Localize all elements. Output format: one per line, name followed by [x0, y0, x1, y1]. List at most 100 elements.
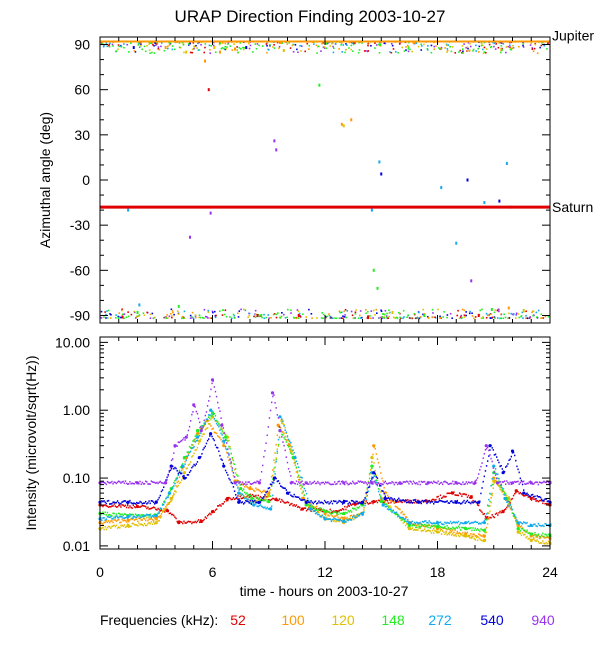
intensity-trace-dot	[355, 514, 357, 517]
intensity-trace-dot	[227, 452, 229, 454]
azimuth-point	[236, 46, 238, 48]
intensity-trace-dot	[102, 481, 104, 484]
azimuth-point	[331, 42, 334, 44]
intensity-trace-dot	[362, 502, 364, 505]
intensity-trace-dot	[128, 506, 130, 509]
azimuth-point	[154, 42, 157, 45]
azimuth-point	[166, 314, 168, 316]
intensity-trace-dot	[383, 486, 385, 489]
intensity-trace-dot	[444, 527, 446, 529]
intensity-trace-dot	[125, 482, 128, 485]
intensity-trace-dot	[274, 473, 276, 475]
azimuth-point	[350, 118, 353, 122]
azimuth-point	[247, 316, 249, 319]
intensity-trace-dot	[136, 516, 138, 519]
azimuth-point	[137, 44, 140, 46]
azimuth-point	[468, 49, 471, 51]
intensity-trace-dot	[547, 533, 550, 536]
intensity-trace-dot	[206, 514, 209, 517]
azimuth-point	[234, 47, 236, 51]
intensity-trace-dot	[257, 494, 259, 497]
azimuth-band-940	[100, 40, 549, 320]
azimuth-point	[229, 45, 232, 47]
intensity-trace-dot	[299, 482, 301, 485]
x-tick-labels: 0 6 12 18 24	[96, 564, 558, 580]
intensity-trace-dot	[275, 497, 277, 500]
intensity-trace-dot	[550, 543, 552, 546]
intensity-trace-dot	[443, 481, 445, 483]
azimuth-point	[384, 42, 387, 45]
intensity-trace-dot	[118, 518, 120, 521]
intensity-trace-dot	[105, 528, 108, 531]
intensity-trace-dot	[101, 519, 103, 522]
intensity-trace-dot	[292, 481, 294, 483]
azimuth-point	[374, 47, 376, 49]
intensity-trace-dot	[283, 432, 285, 435]
azimuth-point	[531, 311, 533, 314]
intensity-trace-dot	[386, 483, 389, 485]
intensity-trace-dot	[150, 521, 153, 523]
intensity-trace-dot	[122, 517, 124, 519]
intensity-trace-dot	[271, 401, 273, 404]
intensity-trace-dot	[508, 483, 510, 485]
intensity-trace-dot	[365, 495, 367, 498]
intensity-trace-dot	[193, 452, 195, 455]
azimuth-point	[297, 313, 300, 317]
intensity-trace-dot	[455, 521, 457, 524]
intensity-trace-dot	[515, 516, 517, 519]
intensity-trace-dot	[291, 495, 293, 497]
intensity-trace-dot	[192, 440, 194, 442]
intensity-trace-dot	[461, 533, 463, 536]
azimuth-point	[166, 317, 169, 319]
intensity-trace-dot	[453, 534, 455, 537]
intensity-trace-dot	[534, 481, 536, 484]
intensity-trace-dot	[165, 497, 167, 500]
azimuth-point	[531, 310, 534, 313]
intensity-trace-dot	[413, 501, 416, 504]
intensity-trace-dot	[358, 481, 361, 483]
azimuth-point	[243, 47, 246, 49]
intensity-trace-dot	[173, 485, 175, 487]
intensity-trace-dot	[475, 536, 478, 539]
intensity-trace-dot	[499, 484, 501, 487]
intensity-trace-dot	[484, 515, 487, 518]
intensity-trace-dot	[151, 523, 154, 525]
intensity-trace-dot	[154, 514, 156, 517]
intensity-trace-dot	[526, 535, 528, 538]
intensity-trace-dot	[440, 500, 443, 502]
intensity-trace-dot	[311, 505, 313, 508]
intensity-trace-dot	[395, 481, 398, 484]
intensity-trace-dot	[337, 519, 339, 522]
azimuth-point	[480, 42, 483, 45]
azimuth-point	[359, 317, 362, 319]
intensity-trace-dot	[321, 501, 324, 504]
azimuth-point	[227, 43, 229, 45]
intensity-trace-dot	[420, 530, 423, 532]
intensity-trace-dot	[201, 428, 203, 430]
intensity-trace-dot	[240, 494, 243, 497]
intensity-trace-dot	[154, 522, 156, 525]
intensity-trace-dot	[434, 529, 436, 532]
azimuth-point	[275, 316, 278, 319]
intensity-trace-dot	[376, 484, 379, 487]
intensity-trace-dot	[263, 507, 265, 509]
intensity-trace-dot	[322, 502, 325, 505]
intensity-trace-dot	[302, 498, 304, 501]
intensity-trace-dot	[483, 540, 486, 543]
intensity-trace-dot	[152, 519, 155, 522]
intensity-trace-dot	[390, 508, 392, 510]
intensity-trace-dot	[523, 521, 525, 523]
intensity-trace-dot	[382, 501, 384, 504]
intensity-trace-dot	[210, 414, 212, 417]
intensity-trace-dot	[514, 454, 516, 457]
intensity-trace-dot	[165, 479, 167, 481]
intensity-trace-dot	[167, 496, 169, 499]
intensity-trace-dot	[125, 506, 128, 509]
intensity-trace-dot	[318, 482, 320, 484]
intensity-trace-dot	[268, 490, 271, 493]
intensity-trace-dot	[260, 491, 263, 494]
azimuth-point	[203, 317, 205, 319]
intensity-trace-dot	[519, 521, 522, 524]
intensity-trace-dot	[354, 504, 356, 507]
intensity-trace-dot	[376, 477, 379, 479]
